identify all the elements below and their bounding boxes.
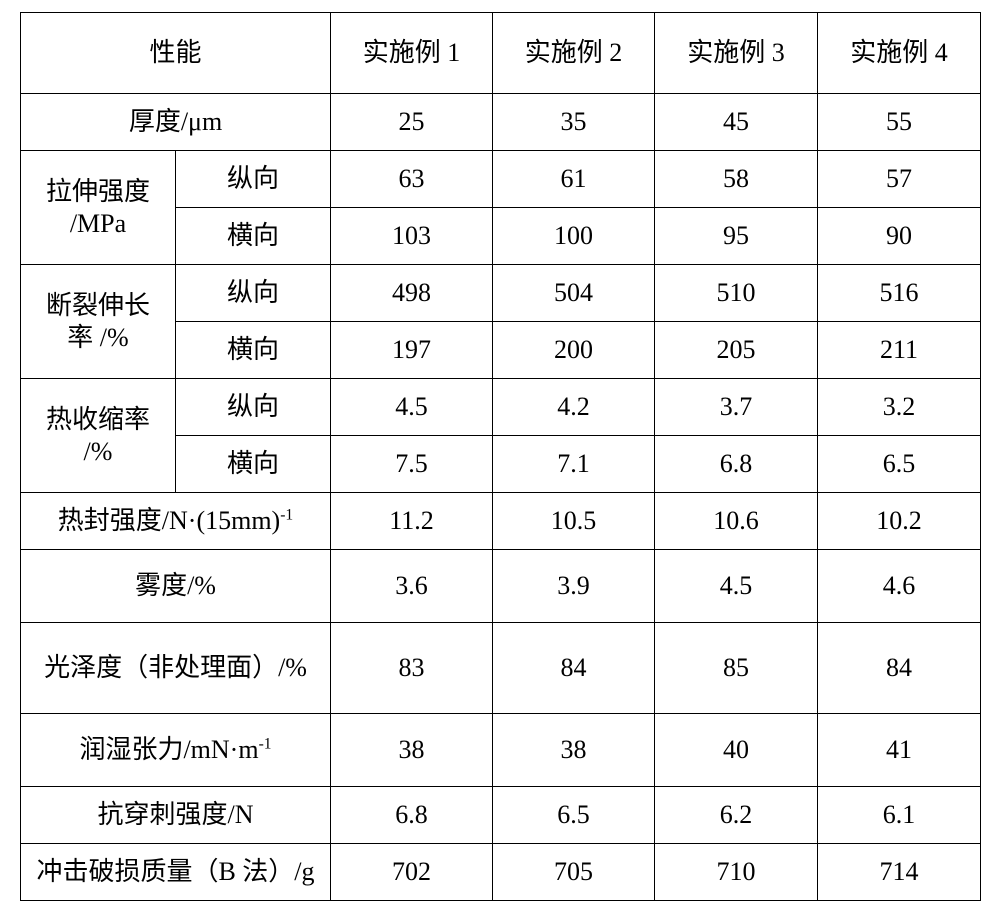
cell: 100 (493, 208, 655, 265)
row-label: 光泽度（非处理面）/% (21, 623, 331, 714)
cell: 83 (331, 623, 493, 714)
cell: 6.5 (493, 787, 655, 844)
cell: 38 (493, 714, 655, 787)
cell: 6.8 (655, 436, 818, 493)
cell: 3.9 (493, 550, 655, 623)
cell: 57 (818, 151, 981, 208)
row-label: 润湿张力/mN·m-1 (21, 714, 331, 787)
group-label: 拉伸强度 /MPa (21, 151, 176, 265)
group-label-line1: 断裂伸长 (46, 291, 150, 320)
table-row: 拉伸强度 /MPa 纵向 63 61 58 57 (21, 151, 981, 208)
cell: 3.7 (655, 379, 818, 436)
cell: 41 (818, 714, 981, 787)
sub-label: 纵向 (176, 265, 331, 322)
table-row: 热封强度/N·(15mm)-1 11.2 10.5 10.6 10.2 (21, 493, 981, 550)
cell: 4.5 (331, 379, 493, 436)
cell: 4.5 (655, 550, 818, 623)
cell: 6.8 (331, 787, 493, 844)
cell: 38 (331, 714, 493, 787)
group-label-line2: 率 /% (67, 323, 128, 352)
cell: 25 (331, 94, 493, 151)
sub-label: 纵向 (176, 379, 331, 436)
cell: 510 (655, 265, 818, 322)
header-property: 性能 (21, 13, 331, 94)
cell: 10.6 (655, 493, 818, 550)
cell: 61 (493, 151, 655, 208)
cell: 84 (818, 623, 981, 714)
cell: 504 (493, 265, 655, 322)
row-label: 抗穿刺强度/N (21, 787, 331, 844)
group-label-line2: /% (84, 437, 113, 466)
cell: 6.2 (655, 787, 818, 844)
table-row: 冲击破损质量（B 法）/g 702 705 710 714 (21, 844, 981, 901)
group-label-line1: 拉伸强度 (46, 177, 150, 206)
cell: 211 (818, 322, 981, 379)
cell: 705 (493, 844, 655, 901)
cell: 200 (493, 322, 655, 379)
sub-label: 横向 (176, 322, 331, 379)
cell: 84 (493, 623, 655, 714)
cell: 197 (331, 322, 493, 379)
table-row: 断裂伸长 率 /% 纵向 498 504 510 516 (21, 265, 981, 322)
cell: 516 (818, 265, 981, 322)
group-label-line1: 热收缩率 (46, 405, 150, 434)
header-col-3: 实施例 3 (655, 13, 818, 94)
cell: 702 (331, 844, 493, 901)
group-label: 热收缩率 /% (21, 379, 176, 493)
row-label: 雾度/% (21, 550, 331, 623)
cell: 90 (818, 208, 981, 265)
cell: 710 (655, 844, 818, 901)
table-header-row: 性能 实施例 1 实施例 2 实施例 3 实施例 4 (21, 13, 981, 94)
table-row: 雾度/% 3.6 3.9 4.5 4.6 (21, 550, 981, 623)
group-label: 断裂伸长 率 /% (21, 265, 176, 379)
cell: 4.6 (818, 550, 981, 623)
cell: 11.2 (331, 493, 493, 550)
cell: 55 (818, 94, 981, 151)
cell: 63 (331, 151, 493, 208)
cell: 40 (655, 714, 818, 787)
table-row: 润湿张力/mN·m-1 38 38 40 41 (21, 714, 981, 787)
cell: 85 (655, 623, 818, 714)
row-label: 冲击破损质量（B 法）/g (21, 844, 331, 901)
table-row: 厚度/μm 25 35 45 55 (21, 94, 981, 151)
header-col-2: 实施例 2 (493, 13, 655, 94)
table-row: 光泽度（非处理面）/% 83 84 85 84 (21, 623, 981, 714)
cell: 103 (331, 208, 493, 265)
cell: 45 (655, 94, 818, 151)
properties-table: 性能 实施例 1 实施例 2 实施例 3 实施例 4 厚度/μm 25 35 4… (20, 12, 981, 901)
sub-label: 横向 (176, 208, 331, 265)
cell: 3.2 (818, 379, 981, 436)
header-col-1: 实施例 1 (331, 13, 493, 94)
table-row: 热收缩率 /% 纵向 4.5 4.2 3.7 3.2 (21, 379, 981, 436)
cell: 498 (331, 265, 493, 322)
group-label-line2: /MPa (70, 209, 126, 238)
cell: 7.1 (493, 436, 655, 493)
cell: 58 (655, 151, 818, 208)
cell: 10.5 (493, 493, 655, 550)
cell: 3.6 (331, 550, 493, 623)
cell: 6.1 (818, 787, 981, 844)
page: { "table": { "type": "table", "backgroun… (0, 0, 1000, 902)
cell: 10.2 (818, 493, 981, 550)
cell: 4.2 (493, 379, 655, 436)
cell: 205 (655, 322, 818, 379)
cell: 7.5 (331, 436, 493, 493)
table-row: 抗穿刺强度/N 6.8 6.5 6.2 6.1 (21, 787, 981, 844)
cell: 714 (818, 844, 981, 901)
sub-label: 纵向 (176, 151, 331, 208)
header-col-4: 实施例 4 (818, 13, 981, 94)
cell: 95 (655, 208, 818, 265)
sub-label: 横向 (176, 436, 331, 493)
cell: 35 (493, 94, 655, 151)
row-label: 热封强度/N·(15mm)-1 (21, 493, 331, 550)
row-label: 厚度/μm (21, 94, 331, 151)
cell: 6.5 (818, 436, 981, 493)
